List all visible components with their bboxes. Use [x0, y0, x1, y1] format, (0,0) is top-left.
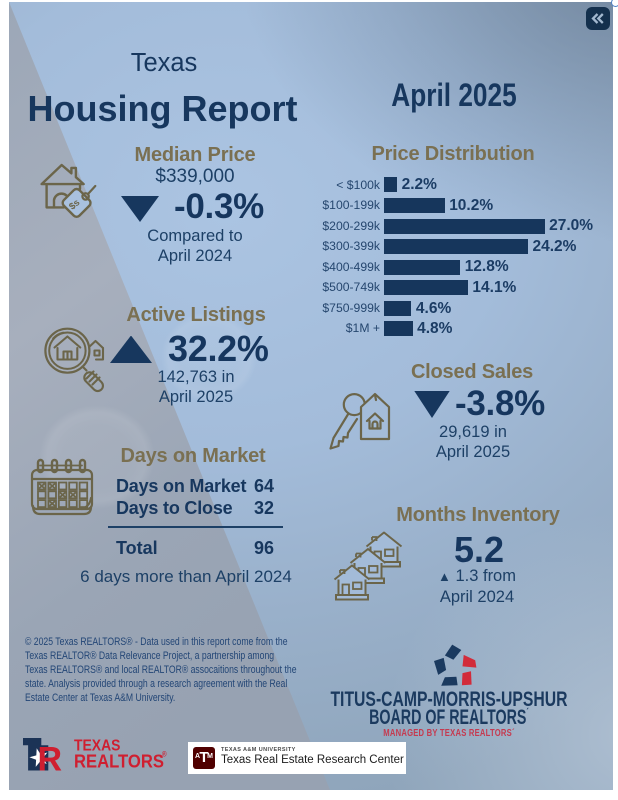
svg-text:TEXAS: TEXAS [74, 738, 121, 755]
svg-text:R: R [38, 741, 63, 779]
svg-text:®: ® [162, 750, 167, 758]
svg-text:REALTORS: REALTORS [74, 751, 164, 772]
